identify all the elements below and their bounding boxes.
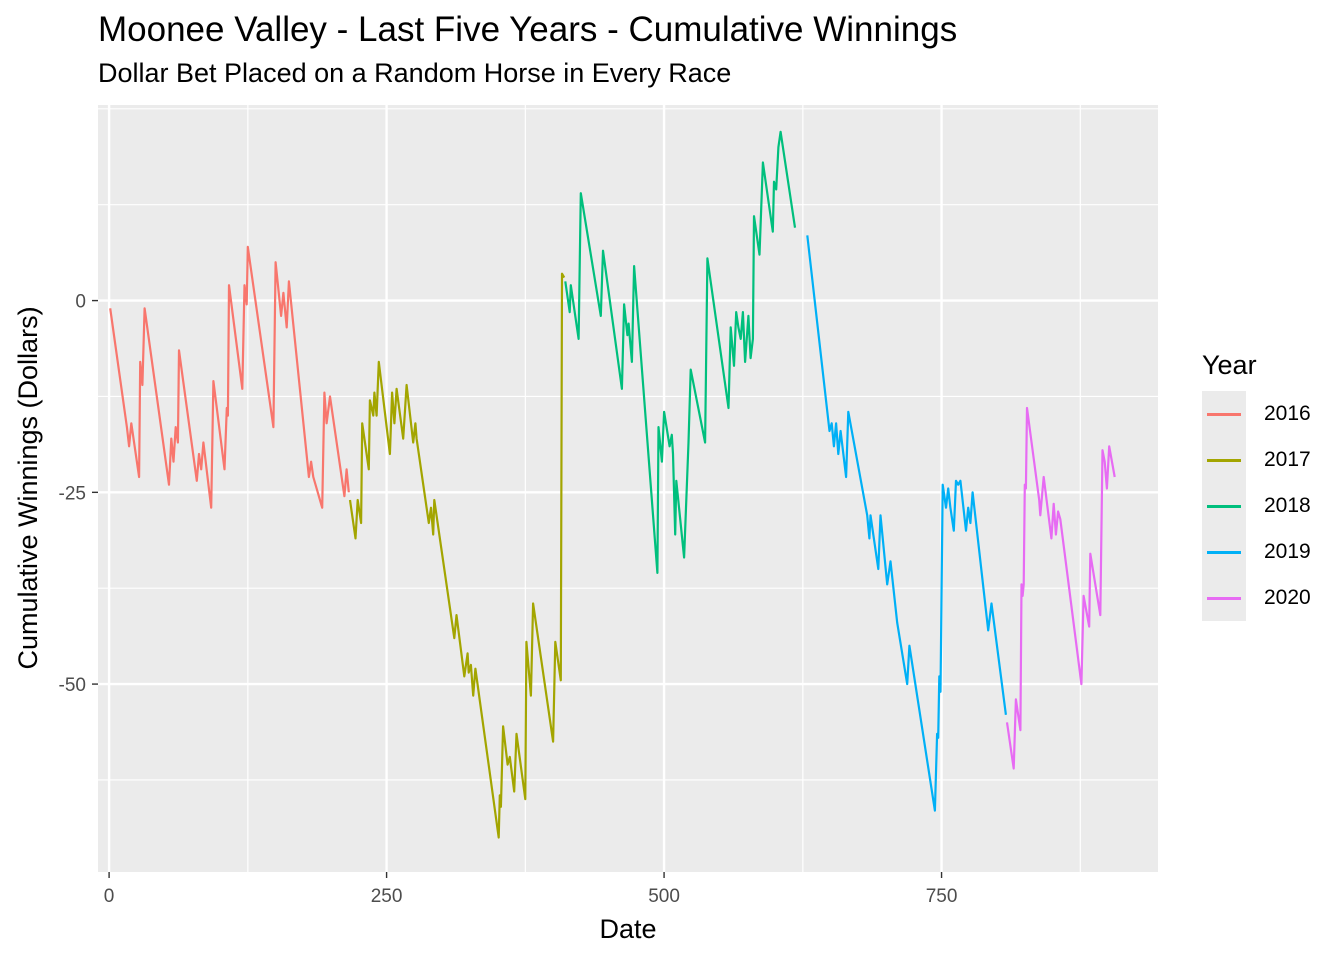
legend-swatch [1207,458,1241,462]
x-tick-label: 250 [371,886,403,907]
legend-swatch [1207,596,1241,600]
series-line-2016 [109,245,350,509]
legend-item-2017: 2017 [1202,437,1332,483]
x-tick-label: 500 [648,886,680,907]
legend: Year 2016 2017 2018 2019 2020 [1202,350,1332,621]
legend-item-2016: 2016 [1202,391,1332,437]
series-line-2019 [806,235,1007,812]
legend-key [1202,437,1246,483]
series-line-2018 [564,130,797,574]
y-tick-label: -50 [59,675,86,696]
plot-panel [98,105,1158,872]
x-axis-label: Date [599,914,656,944]
series-line-2020 [1005,406,1116,770]
chart-title: Moonee Valley - Last Five Years - Cumula… [98,10,958,49]
legend-swatch [1207,504,1241,508]
legend-title: Year [1202,350,1257,380]
legend-label: 2017 [1246,437,1332,483]
chart-subtitle: Dollar Bet Placed on a Random Horse in E… [98,58,732,88]
legend-key [1202,483,1246,529]
axes: 0 250 500 750 0 -25 -50 [59,292,958,907]
x-tick-label: 0 [104,886,115,907]
x-tick-label: 750 [926,886,958,907]
legend-key [1202,391,1246,437]
legend-item-2018: 2018 [1202,483,1332,529]
gridlines [98,105,1158,872]
legend-key [1202,529,1246,575]
series-line-2017 [348,272,566,839]
legend-label: 2019 [1246,529,1332,575]
legend-swatch [1207,550,1241,554]
series-layer [109,130,1116,839]
legend-key [1202,575,1246,621]
legend-swatch [1207,412,1241,416]
legend-label: 2018 [1246,483,1332,529]
legend-label: 2020 [1246,575,1332,621]
legend-item-2019: 2019 [1202,529,1332,575]
legend-item-2020: 2020 [1202,575,1332,621]
y-tick-label: 0 [75,292,86,313]
legend-keys: 2016 2017 2018 2019 2020 [1202,391,1332,621]
y-axis-label: Cumulative Winnings (Dollars) [13,306,43,669]
legend-label: 2016 [1246,391,1332,437]
y-tick-label: -25 [59,483,86,504]
